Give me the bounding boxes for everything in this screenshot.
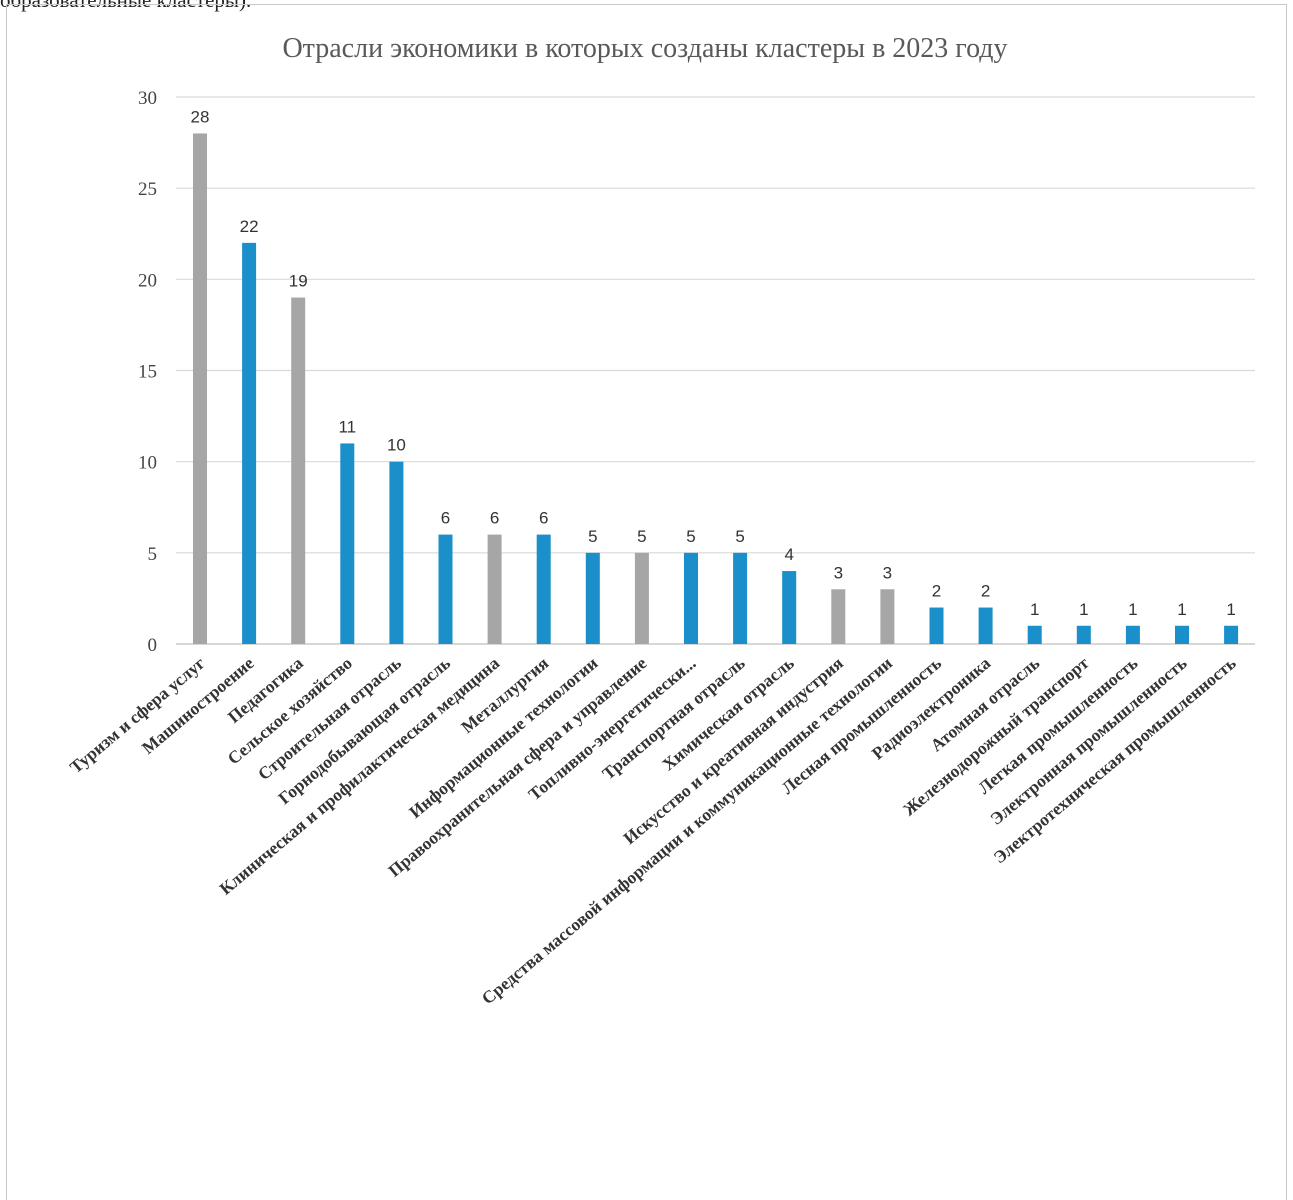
y-tick-label: 0 — [148, 635, 158, 656]
x-axis-ticks: Туризм и сфера услугМашиностроениеПедаго… — [66, 652, 1240, 1008]
bar — [291, 297, 306, 644]
data-label: 5 — [637, 527, 646, 546]
data-label: 1 — [1128, 600, 1137, 619]
data-label: 6 — [539, 509, 548, 528]
bar — [242, 242, 257, 644]
data-label: 1 — [1030, 600, 1039, 619]
bar — [1224, 625, 1239, 644]
data-label: 28 — [191, 107, 210, 126]
data-label: 4 — [784, 545, 793, 564]
bar — [536, 534, 551, 644]
data-label: 6 — [490, 509, 499, 528]
data-label: 1 — [1079, 600, 1088, 619]
data-label: 2 — [981, 582, 990, 601]
data-label: 22 — [240, 217, 259, 236]
data-label: 11 — [338, 417, 356, 436]
data-label: 1 — [1177, 600, 1186, 619]
bar — [929, 607, 944, 644]
y-tick-label: 10 — [138, 453, 157, 474]
y-axis-ticks: 0 5 10 15 20 25 30 — [138, 88, 157, 656]
bar — [733, 552, 748, 644]
data-label: 19 — [289, 272, 308, 291]
y-tick-label: 25 — [138, 179, 157, 200]
bar — [978, 607, 993, 644]
bar — [831, 589, 846, 644]
gridlines — [176, 96, 1255, 645]
data-label: 5 — [735, 527, 744, 546]
chart-frame — [6, 4, 1287, 1200]
bar — [487, 534, 502, 644]
data-label: 1 — [1226, 600, 1235, 619]
chart-title: Отрасли экономики в которых созданы клас… — [282, 33, 1007, 64]
bar — [880, 589, 895, 644]
data-label: 5 — [588, 527, 597, 546]
data-label: 5 — [686, 527, 695, 546]
y-tick-label: 20 — [138, 270, 157, 291]
data-label: 3 — [834, 563, 843, 582]
bar — [1125, 625, 1140, 644]
data-label: 3 — [883, 563, 892, 582]
data-label: 10 — [387, 436, 406, 455]
y-tick-label: 30 — [138, 88, 157, 109]
bar — [193, 133, 207, 644]
bar — [585, 552, 600, 644]
bar — [438, 534, 453, 644]
bar — [782, 571, 797, 644]
y-tick-label: 5 — [148, 544, 158, 565]
bar — [1175, 625, 1189, 644]
bar — [1076, 625, 1091, 644]
bar — [684, 552, 698, 644]
data-label: 2 — [932, 582, 941, 601]
y-tick-label: 15 — [138, 362, 157, 383]
data-label: 6 — [441, 509, 450, 528]
page-text-fragment: образовательные кластеры). — [0, 0, 252, 12]
bars — [193, 133, 1239, 644]
bar — [1027, 625, 1042, 644]
bar — [634, 552, 649, 644]
bar — [389, 461, 404, 644]
bar — [340, 443, 355, 644]
